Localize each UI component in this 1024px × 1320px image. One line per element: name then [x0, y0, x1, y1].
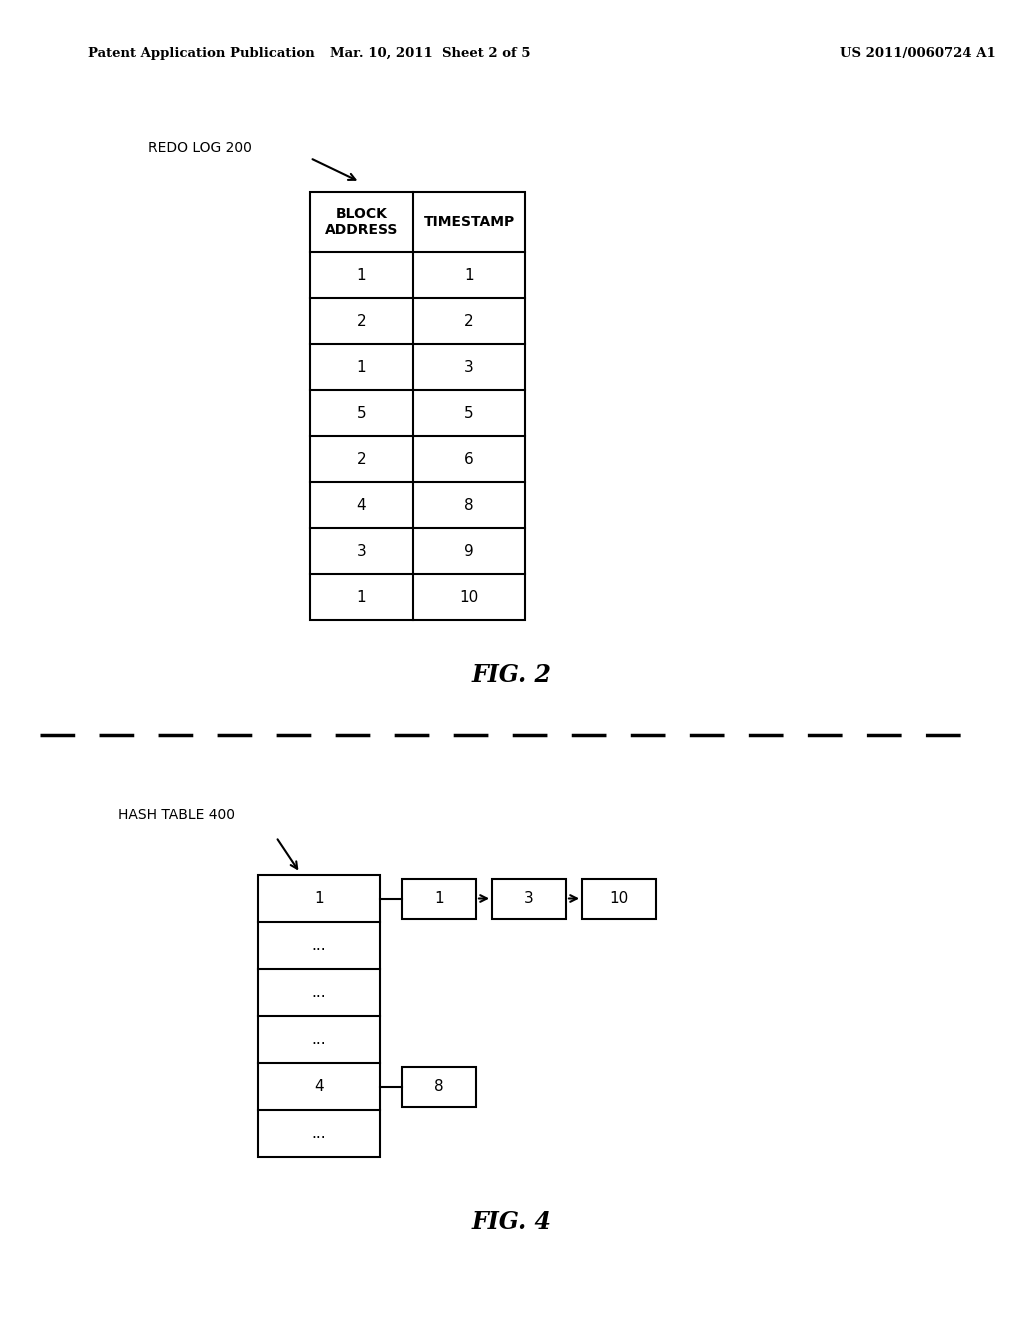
- Text: 1: 1: [356, 359, 367, 375]
- Text: 8: 8: [434, 1078, 443, 1094]
- Bar: [258, 875, 380, 1158]
- Text: 6: 6: [464, 451, 474, 466]
- Bar: [582, 879, 656, 919]
- Text: Mar. 10, 2011  Sheet 2 of 5: Mar. 10, 2011 Sheet 2 of 5: [330, 46, 530, 59]
- Text: 5: 5: [464, 405, 474, 421]
- Text: 1: 1: [434, 891, 443, 906]
- Text: ...: ...: [311, 1126, 327, 1140]
- Bar: [310, 191, 525, 620]
- Text: 10: 10: [609, 891, 629, 906]
- Text: US 2011/0060724 A1: US 2011/0060724 A1: [840, 46, 995, 59]
- Text: 2: 2: [464, 314, 474, 329]
- Text: 1: 1: [356, 590, 367, 605]
- Text: 3: 3: [356, 544, 367, 558]
- Text: 2: 2: [356, 451, 367, 466]
- Text: ...: ...: [311, 1032, 327, 1047]
- Text: 4: 4: [356, 498, 367, 512]
- Text: 1: 1: [356, 268, 367, 282]
- Text: BLOCK
ADDRESS: BLOCK ADDRESS: [325, 207, 398, 238]
- Text: ...: ...: [311, 985, 327, 1001]
- Text: 9: 9: [464, 544, 474, 558]
- Text: FIG. 4: FIG. 4: [472, 1210, 552, 1234]
- Text: 2: 2: [356, 314, 367, 329]
- Text: Patent Application Publication: Patent Application Publication: [88, 46, 314, 59]
- Bar: [402, 1067, 476, 1106]
- Text: 5: 5: [356, 405, 367, 421]
- Bar: [492, 879, 566, 919]
- Text: ...: ...: [311, 939, 327, 953]
- Text: 10: 10: [460, 590, 478, 605]
- Text: FIG. 2: FIG. 2: [472, 663, 552, 686]
- Text: TIMESTAMP: TIMESTAMP: [423, 215, 515, 228]
- Text: 3: 3: [524, 891, 534, 906]
- Text: 3: 3: [464, 359, 474, 375]
- Bar: [402, 879, 476, 919]
- Text: REDO LOG 200: REDO LOG 200: [148, 141, 252, 154]
- Text: 1: 1: [314, 891, 324, 906]
- Text: 4: 4: [314, 1078, 324, 1094]
- Text: 1: 1: [464, 268, 474, 282]
- Text: HASH TABLE 400: HASH TABLE 400: [118, 808, 234, 822]
- Text: 8: 8: [464, 498, 474, 512]
